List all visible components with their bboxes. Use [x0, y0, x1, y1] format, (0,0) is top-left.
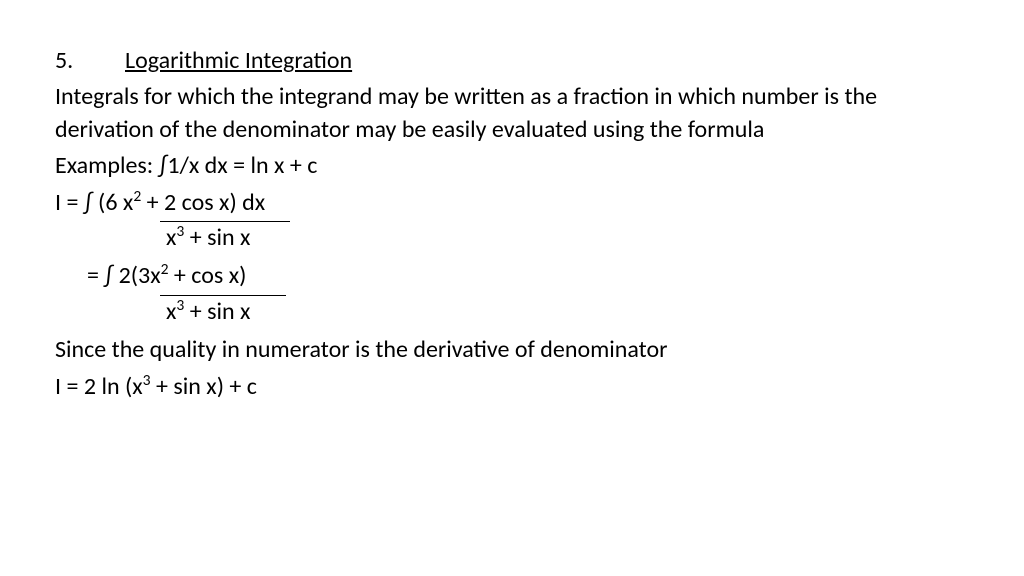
eq2-text-a: = ∫ 2(3x — [87, 261, 161, 290]
slide-number: 5. — [55, 45, 125, 77]
eq2-denom-a: x — [166, 297, 176, 326]
eq2-text-b: + cos x) — [169, 261, 247, 290]
equation-1-numerator: I = ∫ (6 x2 + 2 cos x) dx — [55, 187, 969, 219]
equation-2-numerator: = ∫ 2(3x2 + cos x) — [55, 260, 969, 292]
eq2-denom-b: + sin x — [184, 297, 250, 326]
eq1-denom-a: x — [166, 223, 176, 252]
slide-title: Logarithmic Integration — [125, 45, 352, 77]
description-text: Integrals for which the integrand may be… — [55, 81, 969, 146]
eq2-sup1: 2 — [161, 260, 169, 279]
since-text: Since the quality in numerator is the de… — [55, 334, 969, 366]
eq1-text-a: I = ∫ (6 x — [55, 188, 133, 217]
eq1-denom-b: + sin x — [184, 223, 250, 252]
slide-header: 5. Logarithmic Integration — [55, 45, 969, 77]
result-sup: 3 — [143, 371, 151, 390]
result-a: I = 2 ln (x — [55, 372, 143, 401]
result-line: I = 2 ln (x3 + sin x) + c — [55, 371, 969, 403]
equation-1-denominator: x3 + sin x — [160, 221, 290, 254]
equation-2-denominator-row: x3 + sin x — [55, 295, 969, 328]
equation-1-denominator-row: x3 + sin x — [55, 221, 969, 254]
eq1-text-b: + 2 cos x) dx — [141, 188, 265, 217]
result-b: + sin x) + c — [151, 372, 257, 401]
examples-line: Examples: ∫1/x dx = ln x + c — [55, 150, 969, 182]
equation-2-denominator: x3 + sin x — [160, 295, 286, 328]
